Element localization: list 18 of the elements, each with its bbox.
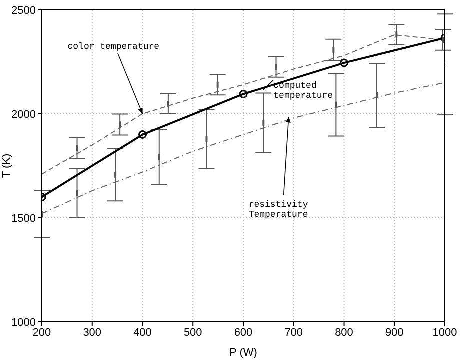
x-tick-label: 600 xyxy=(234,326,253,339)
x-tick-label: 400 xyxy=(134,326,152,339)
x-tick-label: 900 xyxy=(385,326,404,339)
y-tick-label: 1500 xyxy=(12,212,36,225)
y-tick-label: 1000 xyxy=(12,316,36,329)
annotation: resistivity Temperature xyxy=(248,200,309,220)
x-tick-label: 700 xyxy=(284,326,304,339)
y-axis-title: T (K) xyxy=(1,154,13,178)
x-tick-label: 500 xyxy=(184,326,202,339)
y-tick-label: 2500 xyxy=(12,4,36,17)
y-tick-label: 2000 xyxy=(12,108,36,121)
x-tick-label: 200 xyxy=(32,326,52,339)
annotation: computed temperature xyxy=(274,81,334,102)
x-axis-title: P (W) xyxy=(230,347,258,359)
x-tick-label: 1000 xyxy=(432,326,458,339)
x-tick-label: 800 xyxy=(335,326,354,339)
x-tick-label: 300 xyxy=(83,326,102,339)
annotation: color temperature xyxy=(68,42,160,52)
